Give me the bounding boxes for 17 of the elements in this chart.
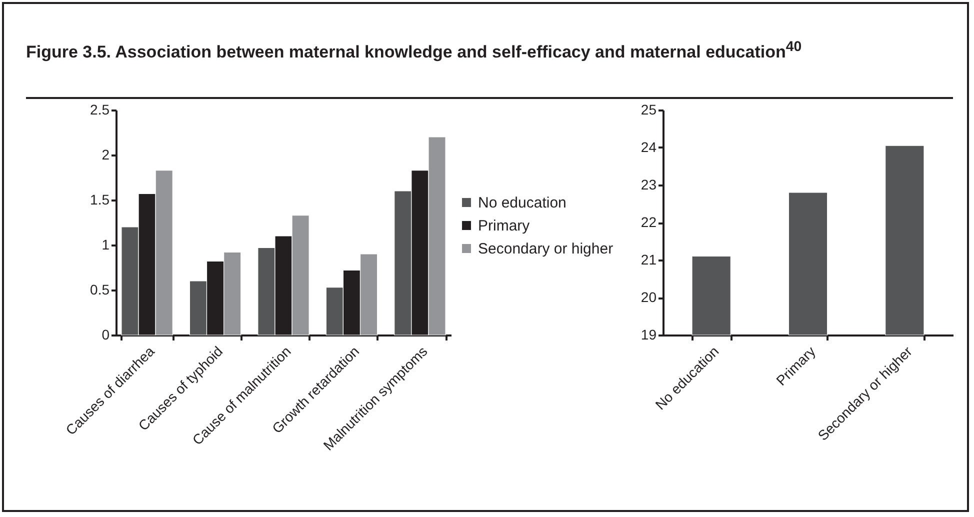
y-tick-label: 25 [640,102,657,118]
y-tick-label: 22 [640,214,657,230]
y-tick-label: 20 [640,289,657,305]
y-tick-label: 1.5 [90,192,110,208]
legend-label: Primary [478,218,530,234]
chart-title: Figure 3.5. Association between maternal knowledge and self-efficacy and maternal education$^{40}$ [26,38,803,63]
y-tick-label: 23 [640,176,657,192]
legend-label: Secondary or higher [478,240,614,258]
y-tick-label: 0 [102,326,110,342]
y-tick-label: 0.5 [90,282,110,298]
y-tick-label: 24 [640,139,657,155]
y-tick-label: 2.5 [90,102,110,118]
legend-label: No education [478,194,566,212]
y-tick-label: 2 [102,146,110,162]
y-tick-label: 1 [102,236,110,252]
y-tick-label: 19 [640,326,657,342]
y-tick-label: 21 [640,252,657,268]
